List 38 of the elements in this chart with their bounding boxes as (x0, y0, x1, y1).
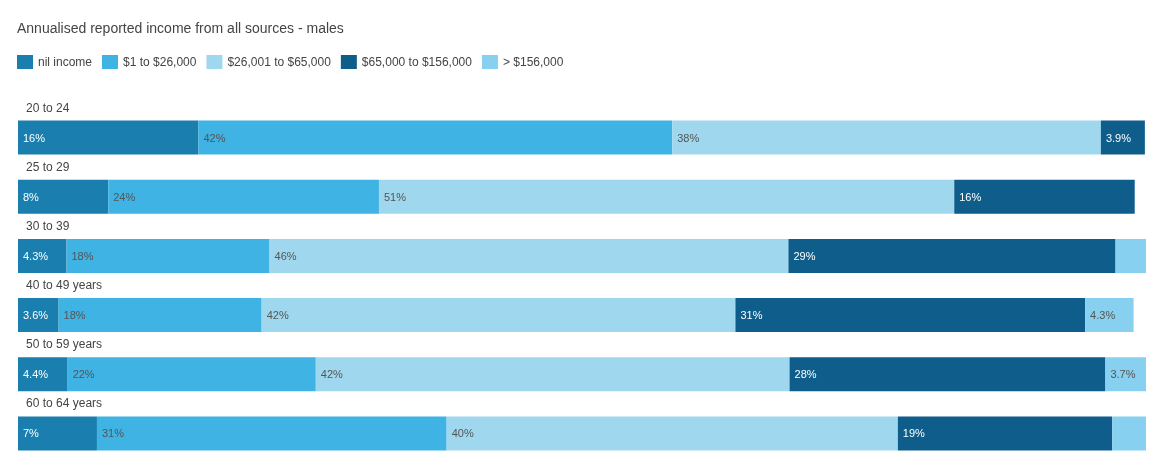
data-label: 29% (793, 249, 816, 262)
data-label: 3.9% (1105, 131, 1132, 144)
data-label: 22% (72, 368, 95, 381)
data-label: 4.3% (1090, 309, 1116, 322)
y-tick-label: 25 to 29 (26, 159, 70, 174)
data-label: 51% (383, 190, 407, 203)
legend-label: $1 to $26,000 (123, 55, 197, 69)
data-label: 46% (274, 249, 297, 262)
data-label: 16% (23, 131, 46, 144)
data-label: 8% (23, 190, 40, 203)
data-label: 4.4% (23, 368, 49, 381)
data-label: 19% (902, 427, 926, 440)
data-label: 7% (23, 427, 40, 440)
y-tick-label: 20 to 24 (26, 100, 70, 115)
data-label: 24% (113, 190, 136, 203)
data-label: 38% (677, 131, 700, 144)
data-label: 42% (320, 368, 344, 381)
data-label: 18% (71, 249, 94, 262)
legend-label: $26,001 to $65,000 (227, 55, 332, 69)
data-label: 31% (740, 309, 763, 322)
y-tick-label: 40 to 49 years (26, 278, 103, 293)
data-label: 3.6% (23, 309, 49, 322)
y-tick-label: 60 to 64 years (26, 396, 103, 411)
data-label: 4.3% (23, 249, 49, 262)
legend-label: > $156,000 (502, 55, 564, 69)
data-label: 28% (794, 368, 817, 381)
data-label: 40% (451, 427, 474, 440)
data-label: 3.7% (1110, 368, 1136, 381)
legend-label: $65,000 to $156,000 (361, 55, 473, 69)
data-label: 42% (203, 131, 226, 144)
data-label: 18% (63, 309, 86, 322)
data-label: 31% (101, 427, 125, 440)
legend-label: nil income (38, 55, 93, 69)
data-label: 16% (959, 190, 982, 203)
data-label: 42% (266, 309, 289, 322)
chart-title: Annualised reported income from all sources - males (17, 20, 344, 36)
y-tick-label: 30 to 39 (26, 218, 70, 233)
y-tick-label: 50 to 59 years (26, 337, 103, 352)
